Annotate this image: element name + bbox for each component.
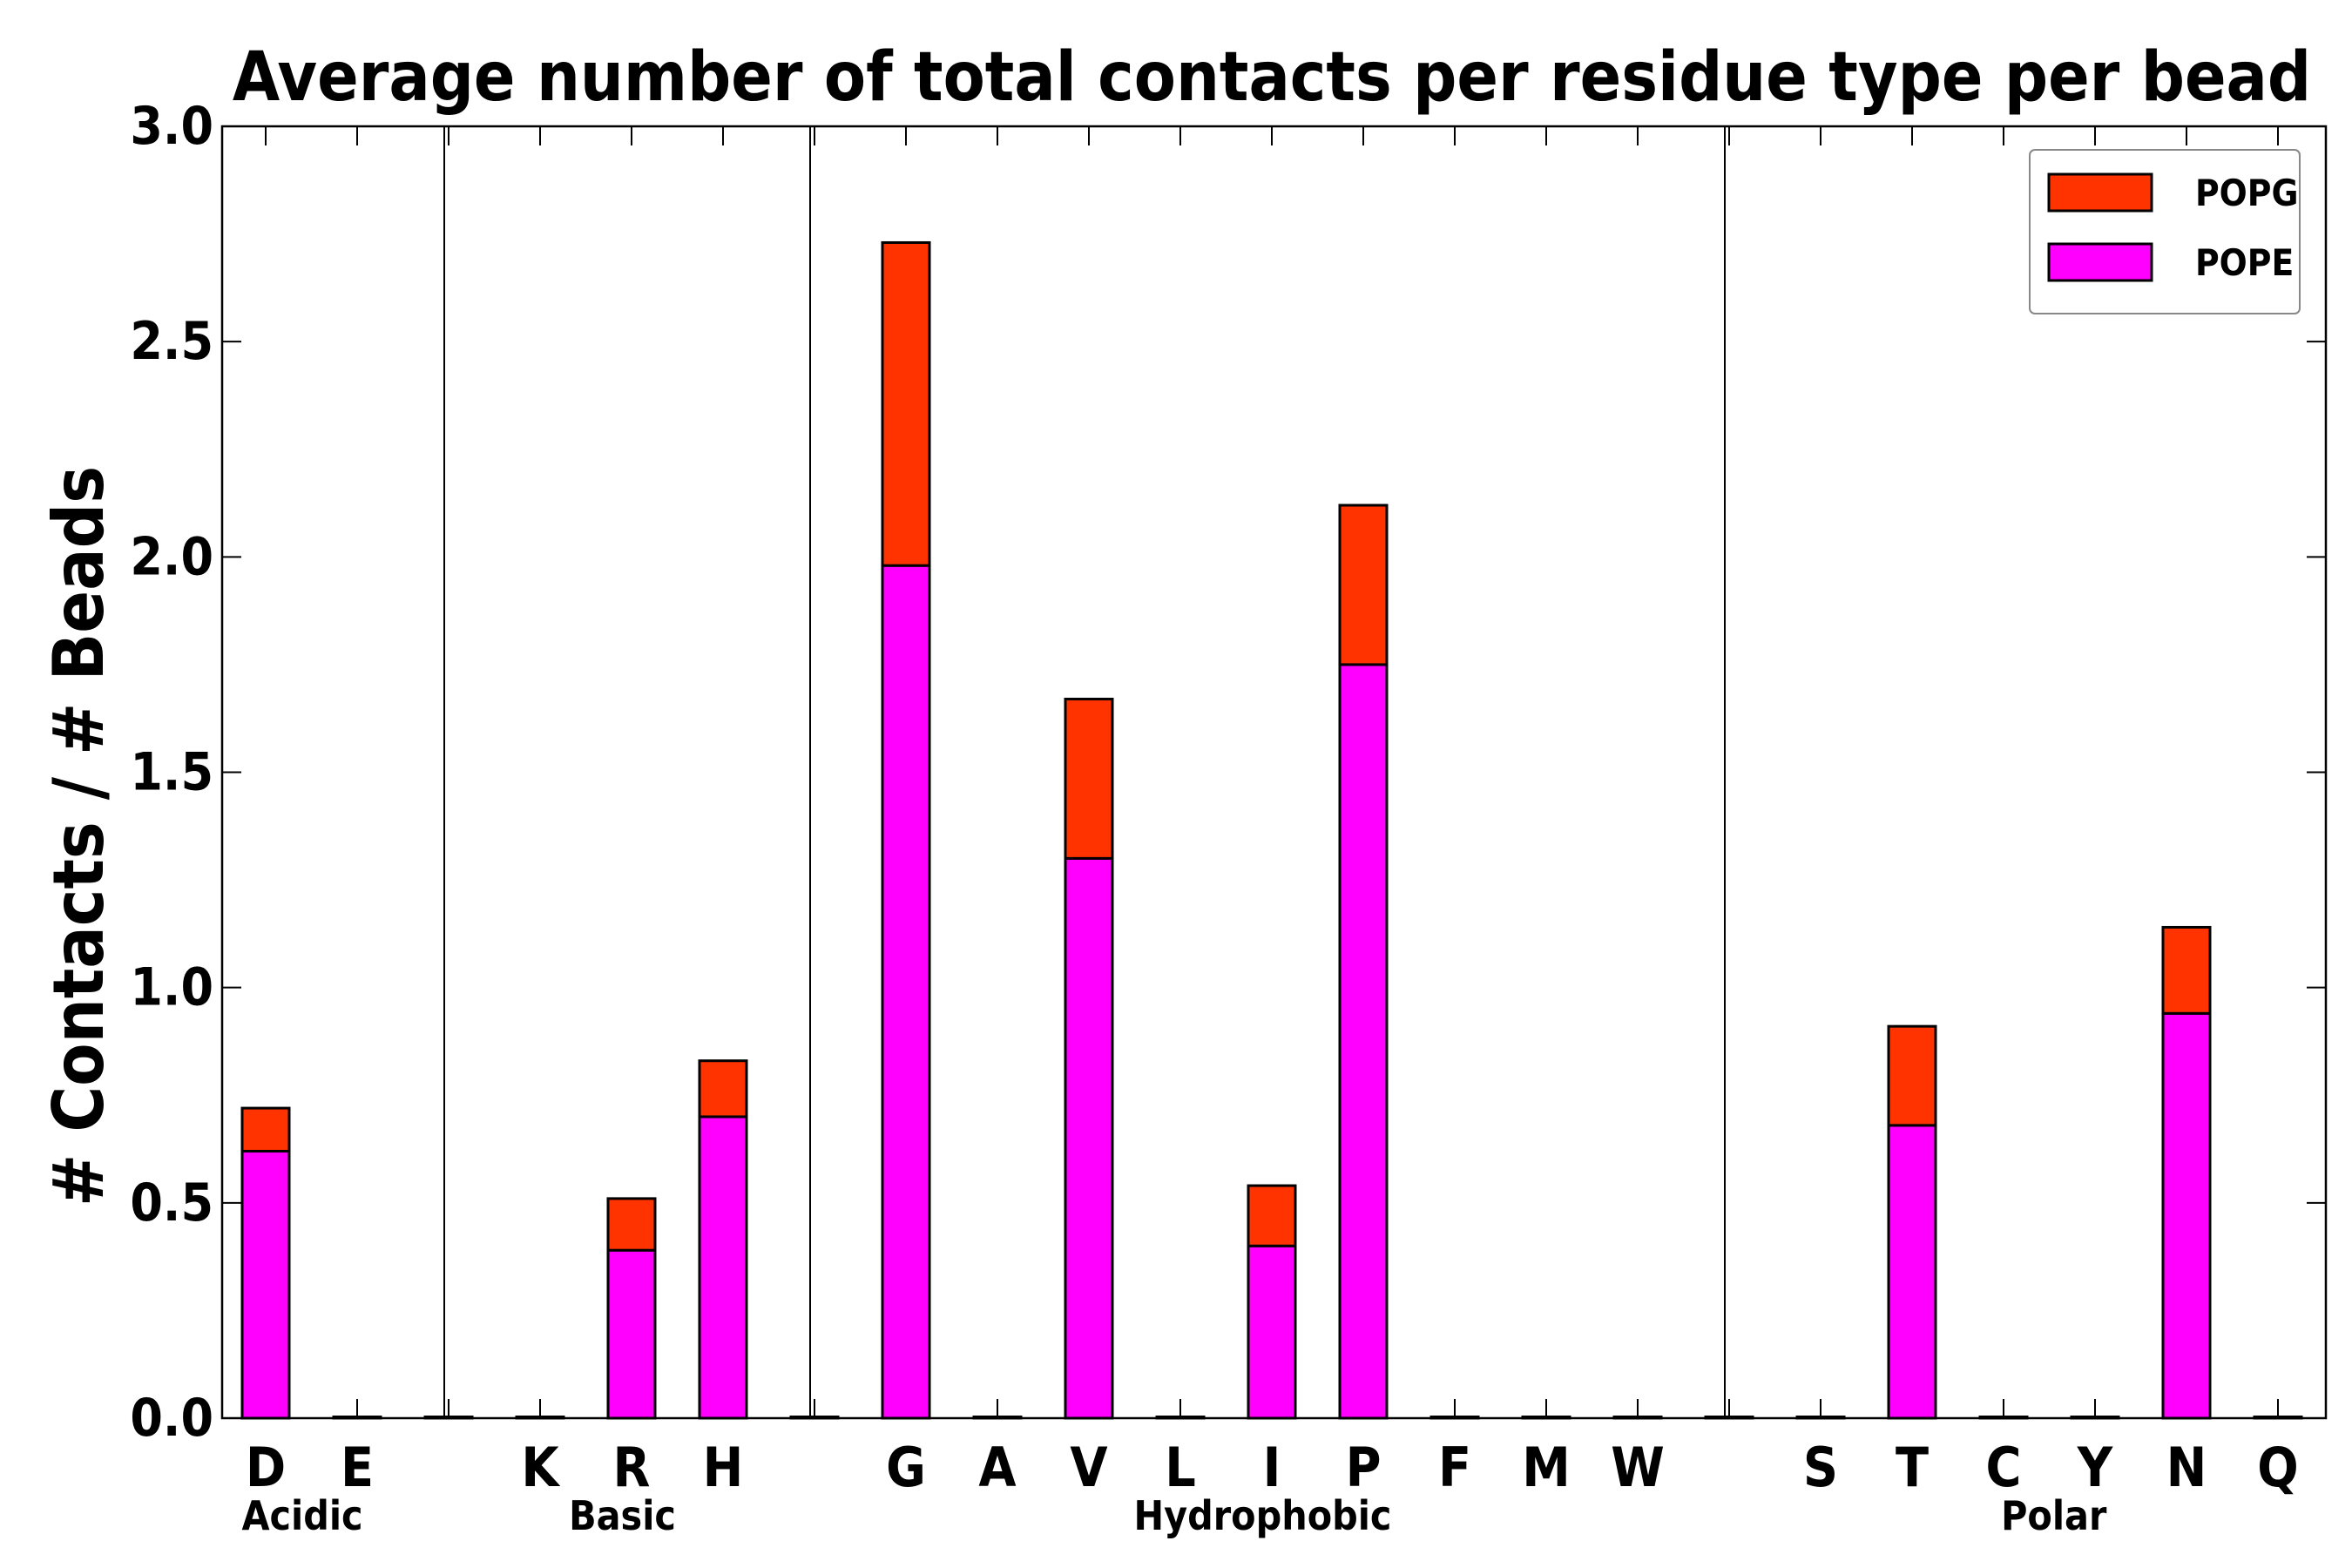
bar-popg (2161, 925, 2212, 1015)
bar-popg (606, 1197, 657, 1252)
x-tick-label: E (341, 1436, 374, 1499)
x-tick-label: N (2166, 1436, 2207, 1499)
y-tick-label: 2.0 (130, 526, 213, 587)
x-tick-label: F (1438, 1436, 1471, 1499)
x-tick-label: H (703, 1436, 744, 1499)
bar-pope (881, 564, 931, 1420)
legend: POPG POPE (2029, 149, 2301, 314)
y-tick-label: 0.0 (130, 1388, 213, 1449)
bar-pope (2161, 1011, 2212, 1420)
x-tick-label: K (521, 1436, 560, 1499)
bar-pope (1338, 663, 1389, 1420)
group-label: Acidic (241, 1492, 362, 1539)
group-label: Basic (569, 1492, 676, 1539)
y-tick-label: 3.0 (130, 96, 213, 157)
x-tick-label: T (1896, 1436, 1929, 1499)
x-tick-label: G (886, 1436, 926, 1499)
x-tick-label: W (1611, 1436, 1665, 1499)
x-tick-label: A (978, 1436, 1016, 1499)
y-axis-label: # Contacts / # Beads (38, 466, 119, 1206)
y-tick-label: 2.5 (130, 311, 213, 372)
x-tick-label: D (246, 1436, 286, 1499)
legend-label: POPE (2195, 241, 2294, 284)
x-tick-label: C (1986, 1436, 2022, 1499)
chart-title: Average number of total contacts per res… (233, 38, 2311, 117)
y-tick-label: 1.5 (130, 742, 213, 803)
bar-popg (698, 1059, 748, 1119)
x-tick-label: Y (2077, 1436, 2113, 1499)
x-tick-label: S (1803, 1436, 1838, 1499)
bar-pope (1887, 1124, 1937, 1420)
bar-popg (1887, 1024, 1937, 1127)
x-tick-label: V (1070, 1436, 1107, 1499)
x-tick-label: M (1522, 1436, 1571, 1499)
y-tick-label: 1.0 (130, 957, 213, 1018)
x-tick-label: R (613, 1436, 651, 1499)
legend-label: POPG (2195, 172, 2299, 214)
group-label: Hydrophobic (1134, 1492, 1392, 1539)
x-tick-label: I (1263, 1436, 1281, 1499)
bar-pope (240, 1150, 291, 1420)
bar-popg (1338, 504, 1389, 666)
plot-frame (220, 125, 2328, 1420)
x-tick-label: P (1346, 1436, 1382, 1499)
bar-popg (240, 1106, 291, 1153)
legend-swatch-pope (2047, 242, 2153, 282)
bar-popg (881, 240, 931, 567)
y-tick-label: 0.5 (130, 1173, 213, 1233)
bar-pope (606, 1248, 657, 1420)
bar-pope (698, 1115, 748, 1420)
x-tick-label: Q (2257, 1436, 2298, 1499)
plot-area: 0.0 0.5 1.0 1.5 2.0 2.5 3.0 D E K R H G A V L I P F M W S T C Y N… (130, 96, 2328, 1539)
bar-pope (1247, 1244, 1297, 1420)
group-label: Polar (2001, 1492, 2107, 1539)
legend-swatch-popg (2047, 172, 2153, 213)
bar-popg (1247, 1184, 1297, 1247)
bar-pope (1064, 856, 1114, 1420)
bar-popg (1064, 697, 1114, 860)
x-tick-label: L (1165, 1436, 1196, 1499)
